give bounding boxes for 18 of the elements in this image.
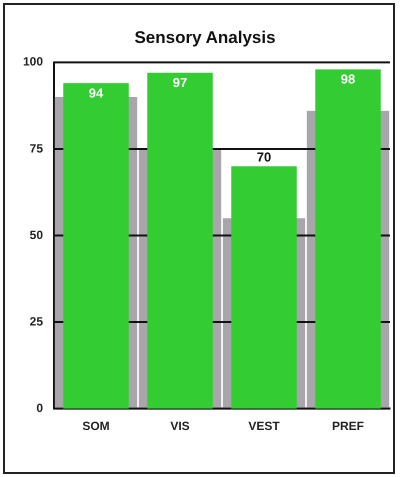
- data-label: 94: [88, 85, 104, 100]
- bar: [147, 72, 213, 409]
- y-tick-label: 50: [30, 228, 44, 242]
- x-tick-label: PREF: [332, 419, 364, 434]
- bar: [231, 166, 297, 409]
- bar: [63, 83, 129, 409]
- data-label: 70: [256, 149, 272, 164]
- data-label: 98: [340, 71, 356, 86]
- x-tick-label: VEST: [248, 419, 280, 434]
- y-tick-label: 25: [30, 314, 44, 328]
- x-tick-label: VIS: [170, 419, 190, 434]
- data-label: 97: [172, 74, 188, 90]
- chart-title: Sensory Analysis: [134, 28, 276, 47]
- y-tick-label: 0: [36, 400, 44, 415]
- y-tick-label: 100: [22, 54, 44, 69]
- bar: [315, 69, 381, 409]
- x-tick-label: SOM: [82, 419, 110, 434]
- y-tick-label: 75: [30, 141, 44, 156]
